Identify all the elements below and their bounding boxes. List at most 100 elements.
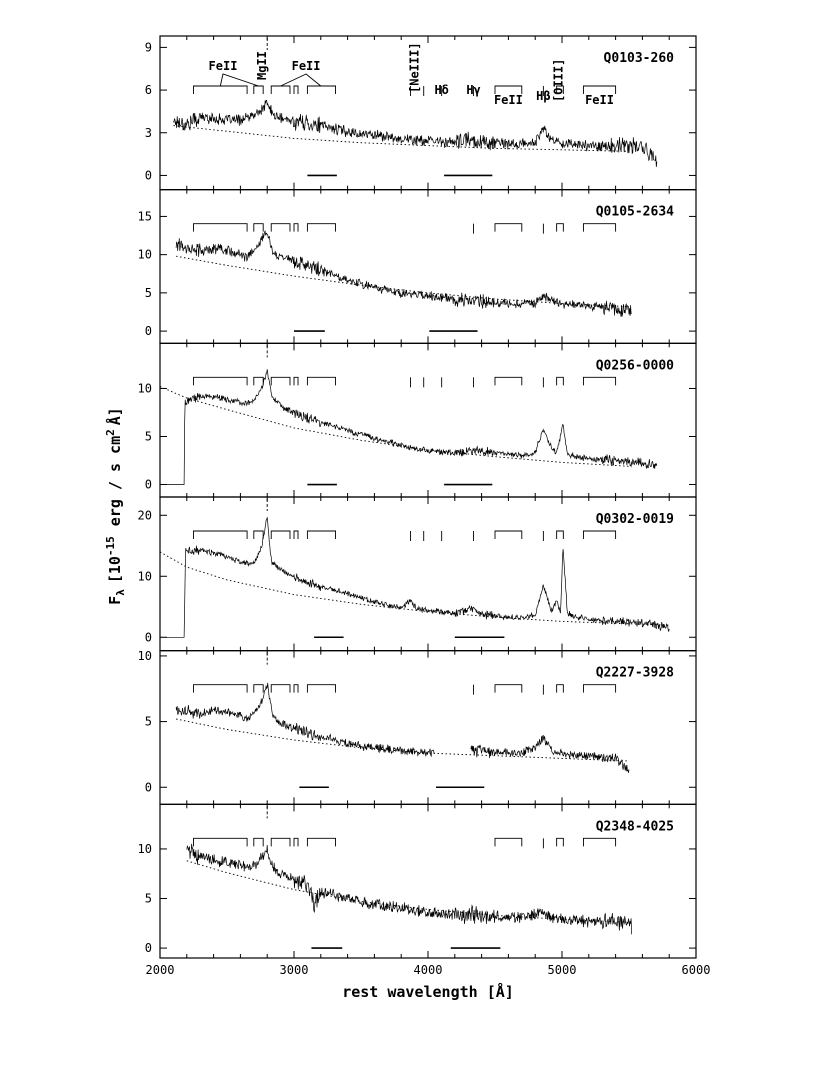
y-label-f: F [106,596,124,605]
y-tick-label: 0 [145,630,152,644]
continuum-fit [176,718,630,762]
y-tick-label: 5 [145,715,152,729]
panel-name: Q2348-4025 [596,819,674,834]
y-tick-label: 9 [145,40,152,54]
line-bracket [306,684,336,693]
line-id-label: FeII [585,93,614,107]
line-id-label: FeII [494,93,523,107]
spectrum-panel: 0 3 6 9 Q0103-260 FeII MgII FeII [NeIII] Hδ Hγ FeII… [145,35,697,191]
line-bracket [494,530,523,539]
line-bracket [293,530,299,539]
spectrum-trace [175,682,435,758]
y-tick-label: 5 [145,892,152,906]
line-bracket [494,376,523,386]
line-id-label: Hβ [536,89,550,103]
line-bracket [582,684,617,693]
y-label-a: [10 [106,556,124,583]
y-tick-label: 15 [138,209,152,223]
panel-name: Q0256-0000 [596,358,674,373]
line-bracket [253,684,264,693]
y-tick-label: 0 [145,780,152,794]
y-label-sub: λ [114,589,127,596]
spectrum-trace [173,99,658,168]
line-bracket [253,223,264,232]
line-bracket [193,530,248,539]
y-tick-label: 10 [138,842,152,856]
line-bracket [494,85,523,94]
x-axis-label: rest wavelength [Å] [342,982,514,1001]
label-connector [219,73,259,87]
oiii-bracket [556,684,564,693]
line-bracket [582,376,617,386]
line-bracket [193,376,248,386]
line-bracket [193,223,248,232]
y-tick-label: 20 [138,508,152,522]
y-tick-label: 10 [138,569,152,583]
y-tick-label: 10 [138,248,152,262]
line-bracket [270,223,291,232]
oiii-bracket [556,530,564,539]
y-tick-label: 5 [145,429,152,443]
line-bracket [582,530,617,539]
line-bracket [494,223,523,232]
line-id-label: Hγ [466,83,480,97]
y-label-b: erg / s cm [106,436,124,526]
oiii-bracket [556,85,564,94]
continuum-fit [186,860,630,923]
line-bracket [293,837,299,847]
y-label-exp: -15 [104,536,117,556]
oiii-bracket [556,837,564,847]
line-bracket [193,684,248,693]
panel-name: Q0105-2634 [596,205,674,220]
oiii-bracket [556,376,564,386]
spectrum-panel: 0 10 20 Q0302-0019 [138,496,697,652]
line-id-label: MgII [255,51,269,80]
x-tick-label: 2000 [146,963,175,977]
line-id-label: Hδ [434,83,448,97]
y-tick-label: 0 [145,941,152,955]
x-tick-label: 4000 [414,963,443,977]
line-bracket [306,376,336,386]
line-bracket [306,223,336,232]
spectrum-panel: 0 5 10 15 Q0105-2634 [138,189,697,344]
y-tick-label: 6 [145,83,152,97]
line-bracket [582,85,617,94]
line-bracket [494,684,523,693]
line-bracket [306,85,336,94]
continuum-fit [159,386,630,467]
line-bracket [293,223,299,232]
x-tick-label: 6000 [682,963,711,977]
spectrum-trace [186,843,633,935]
line-bracket [253,530,264,539]
line-bracket [253,837,264,847]
line-bracket [193,85,248,94]
line-bracket [270,684,291,693]
y-tick-label: 0 [145,168,152,182]
panel-name: Q0103-260 [604,51,675,66]
spectrum-trace [470,734,630,773]
y-axis-label: Fλ [10-15 erg / s cm2 Å] [104,407,127,605]
line-bracket [253,85,264,94]
y-tick-label: 0 [145,478,152,492]
line-bracket [193,837,248,847]
line-bracket [306,530,336,539]
panel-name: Q0302-0019 [596,512,674,527]
continuum-fit [159,551,670,626]
spectrum-panel: 2000 3000 4000 5000 6000 0 5 10 Q2348-4025 [138,803,711,977]
oiii-bracket [556,223,564,232]
line-bracket [494,837,523,847]
y-tick-label: 5 [145,286,152,300]
spectrum-trace [160,369,658,485]
y-tick-label: 10 [138,381,152,395]
line-id-label: [OIII] [552,59,566,102]
spectrum-panel: 0 5 10 Q2227-3928 [138,649,697,805]
continuum-fit [173,125,630,152]
y-tick-label: 3 [145,126,152,140]
line-bracket [270,530,291,539]
line-bracket [253,376,264,386]
y-label-c: Å] [105,407,124,425]
line-bracket [293,85,299,94]
spectrum-panel: 0 5 10 Q0256-0000 [138,342,697,498]
line-bracket [270,837,291,847]
